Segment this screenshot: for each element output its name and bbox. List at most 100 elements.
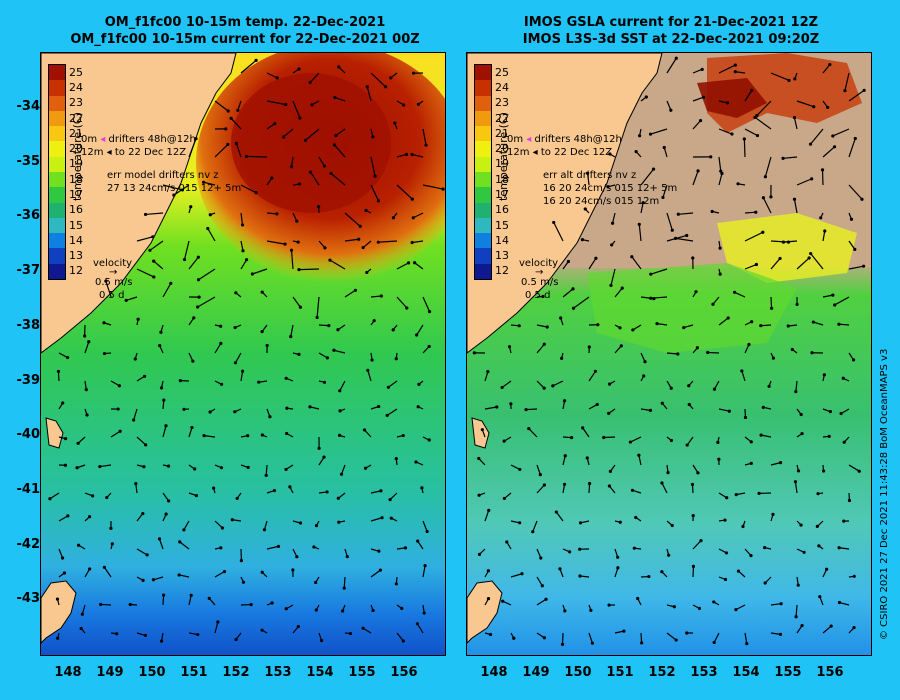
current-vector-head — [208, 213, 212, 217]
current-vector — [734, 291, 746, 298]
current-vector-head — [753, 115, 757, 119]
current-vector-head — [158, 344, 162, 348]
right-drifters-0m-depth: 0m — [507, 134, 524, 145]
current-vector-head — [687, 402, 691, 407]
current-vector — [526, 408, 538, 411]
current-vector — [412, 212, 424, 219]
current-vector — [848, 265, 864, 270]
current-vector — [318, 156, 325, 167]
current-vector — [235, 143, 242, 158]
current-vector-head — [857, 469, 861, 473]
current-vector-head — [109, 526, 113, 530]
colorbar-tick-label: 18 — [495, 172, 509, 186]
current-vector — [290, 250, 294, 270]
current-vector-head — [778, 256, 782, 261]
current-vector-head — [83, 334, 87, 338]
current-vector-head — [357, 237, 361, 241]
current-vector-head — [322, 380, 327, 384]
current-vector — [234, 352, 242, 364]
current-vector — [510, 573, 523, 578]
current-vector-head — [80, 612, 84, 616]
current-vector-head — [769, 306, 774, 310]
current-vector-head — [754, 262, 758, 267]
latitude-label: -37 — [16, 263, 41, 279]
current-vector — [718, 128, 733, 135]
current-vector-head — [616, 555, 620, 559]
current-vector-head — [518, 467, 522, 472]
current-vector-head — [236, 108, 240, 112]
current-vector-head — [732, 290, 737, 294]
current-vector-head — [260, 570, 264, 574]
current-vector — [718, 408, 730, 412]
colorbar-swatch — [49, 172, 65, 188]
current-vector-head — [151, 235, 155, 239]
current-vector-head — [216, 620, 220, 624]
current-vector-head — [60, 556, 65, 560]
current-vector-head — [800, 431, 804, 436]
current-vector-head — [182, 257, 187, 262]
current-vector — [188, 256, 199, 270]
current-vector — [718, 156, 722, 172]
current-vector — [246, 155, 268, 158]
current-vector-head — [289, 335, 293, 339]
current-vector-head — [338, 409, 342, 413]
current-vector-head — [545, 325, 549, 329]
current-vector — [145, 212, 164, 216]
current-vector-head — [254, 58, 258, 62]
current-vector-head — [308, 405, 312, 409]
current-vector — [411, 153, 424, 158]
current-vector-head — [272, 488, 277, 493]
current-vector-head — [541, 294, 545, 299]
current-vector-head — [853, 136, 857, 141]
current-vector-head — [630, 255, 634, 259]
current-vector-head — [151, 578, 156, 582]
current-vector-head — [649, 272, 653, 276]
current-vector-head — [265, 343, 269, 348]
current-vector-head — [262, 528, 267, 532]
current-vector — [638, 455, 642, 466]
current-vector-head — [634, 515, 638, 520]
left-velocity-arrow: → — [109, 267, 118, 278]
current-vector — [553, 222, 564, 242]
current-vector — [741, 370, 746, 382]
current-vector-head — [725, 496, 729, 500]
current-vector — [796, 100, 814, 108]
current-vector — [370, 490, 382, 494]
current-vector-head — [219, 466, 224, 470]
colorbar-swatch — [475, 126, 491, 142]
current-vector-head — [608, 469, 613, 473]
current-vector-head — [781, 240, 785, 244]
current-vector — [663, 147, 668, 158]
colorbar-tick-label: 19 — [495, 157, 509, 171]
current-vector-head — [608, 152, 612, 156]
current-vector-head — [402, 103, 406, 107]
current-vector-head — [441, 187, 445, 191]
current-vector — [839, 547, 850, 550]
current-vector-head — [285, 406, 289, 410]
right-colorbar — [474, 64, 492, 280]
current-vector — [214, 621, 219, 634]
current-vector-head — [189, 593, 193, 597]
current-vector-head — [372, 319, 376, 323]
current-vector-head — [386, 385, 390, 389]
current-vector-head — [229, 116, 233, 120]
right-map — [467, 53, 871, 655]
current-vector-head — [778, 461, 783, 465]
left-drifters-0m-depth: 0m — [81, 134, 98, 145]
current-vector — [744, 128, 758, 137]
right-map-panel: 25 24 23 22 21 20 19 18 17 16 15 14 13 12 temperature… — [466, 52, 872, 656]
current-vector-head — [505, 540, 509, 544]
current-vector-head — [691, 564, 696, 568]
current-vector-head — [793, 77, 797, 81]
current-vector-head — [189, 205, 193, 209]
current-vector-head — [62, 571, 67, 575]
current-vector-head — [144, 443, 148, 447]
current-vector-head — [620, 286, 624, 290]
current-vector-head — [828, 62, 832, 67]
current-vector-head — [495, 405, 499, 409]
current-vector — [744, 211, 756, 214]
current-vector-head — [558, 567, 562, 571]
current-vector-head — [685, 631, 689, 635]
current-vector-head — [761, 196, 765, 200]
current-vector-head — [740, 369, 744, 373]
